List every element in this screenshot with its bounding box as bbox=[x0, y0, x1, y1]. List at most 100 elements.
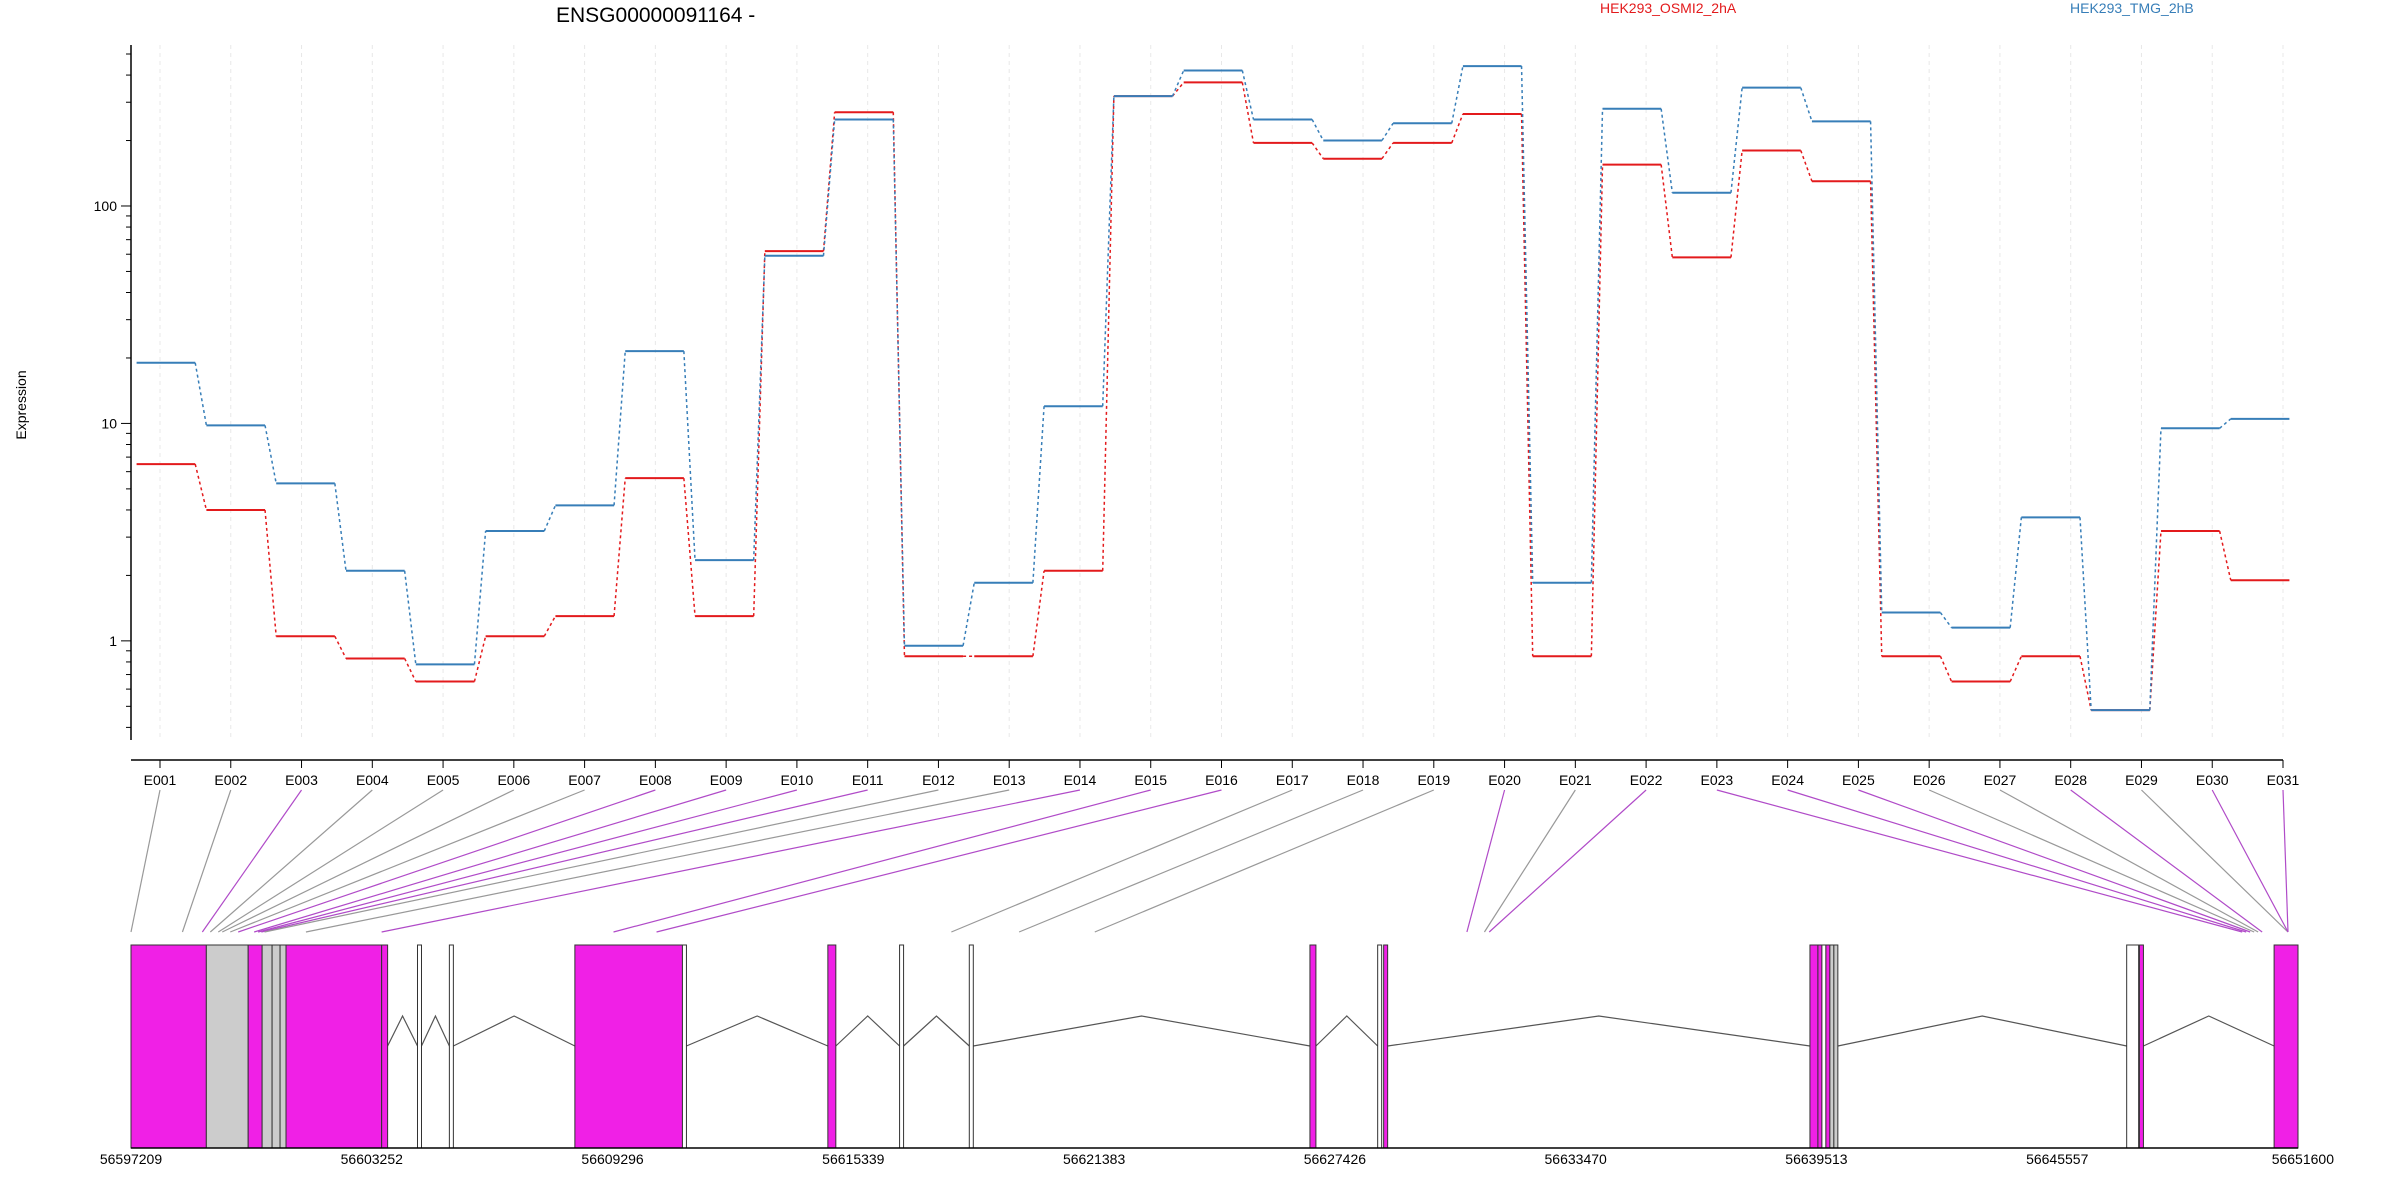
series-transition bbox=[2079, 517, 2092, 711]
series-transition bbox=[1520, 113, 1534, 657]
series-transition bbox=[264, 425, 277, 484]
intron-line bbox=[835, 1015, 900, 1047]
exon-label: E020 bbox=[1488, 772, 1521, 788]
exon-label: E003 bbox=[285, 772, 318, 788]
exon-label: E014 bbox=[1064, 772, 1097, 788]
exon-label: E027 bbox=[1984, 772, 2017, 788]
series-transition bbox=[1381, 122, 1394, 141]
exon-connector bbox=[257, 789, 798, 933]
exon-connector bbox=[201, 789, 303, 933]
exon-connectors bbox=[130, 789, 2289, 933]
exon-block bbox=[261, 944, 273, 1149]
intron-line bbox=[686, 1015, 829, 1047]
series-transition bbox=[1311, 142, 1324, 160]
exon-label: E016 bbox=[1205, 772, 1238, 788]
exon-connector bbox=[181, 789, 232, 933]
genome-coordinate-label: 56597209 bbox=[100, 1151, 163, 1167]
exon-block bbox=[381, 944, 389, 1149]
series-transition bbox=[1241, 82, 1255, 144]
gene-model bbox=[130, 944, 2299, 1149]
exon-block bbox=[1817, 944, 1823, 1149]
exon-connector bbox=[1483, 789, 1576, 933]
exon-label: E007 bbox=[568, 772, 601, 788]
series-transition bbox=[1590, 164, 1604, 657]
series-transition bbox=[194, 362, 208, 426]
exon-label: E019 bbox=[1417, 772, 1450, 788]
series-transition bbox=[1730, 150, 1743, 258]
chart-title: ENSG00000091164 - bbox=[556, 4, 755, 27]
exon-connector bbox=[1858, 789, 2251, 933]
exon-connector bbox=[1999, 789, 2259, 933]
series-transition bbox=[2219, 418, 2232, 429]
series-transition bbox=[1939, 655, 1953, 682]
genome-coordinate-label: 56621383 bbox=[1063, 1151, 1126, 1167]
exon-connector bbox=[2070, 789, 2263, 933]
series-transition bbox=[1660, 164, 1674, 258]
exon-block bbox=[1829, 944, 1835, 1149]
genome-coordinate-label: 56645557 bbox=[2026, 1151, 2089, 1167]
series-transition bbox=[1101, 96, 1115, 407]
exon-block bbox=[968, 944, 974, 1149]
series-transition bbox=[1869, 181, 1883, 657]
series-transition bbox=[1520, 66, 1534, 583]
exon-label: E009 bbox=[710, 772, 743, 788]
exon-connector bbox=[951, 789, 1293, 933]
exon-block bbox=[899, 944, 905, 1149]
series-transition bbox=[403, 658, 417, 682]
exon-label: E018 bbox=[1347, 772, 1380, 788]
axes: 1 10 100 bbox=[94, 45, 2283, 761]
exon-connector bbox=[130, 789, 161, 933]
intron-line bbox=[903, 1015, 970, 1047]
series-transition bbox=[264, 509, 277, 637]
series-transition bbox=[1660, 108, 1674, 193]
series-transition bbox=[2009, 517, 2023, 628]
exon-label: E025 bbox=[1842, 772, 1875, 788]
exon-block bbox=[448, 944, 454, 1149]
exon-label: E017 bbox=[1276, 772, 1309, 788]
exon-connector bbox=[1716, 789, 2243, 933]
exon-connector bbox=[222, 789, 515, 933]
series-transition bbox=[1311, 119, 1324, 141]
series-transition bbox=[613, 478, 626, 617]
exon-connector bbox=[217, 789, 444, 933]
exon-label: E024 bbox=[1771, 772, 1804, 788]
exon-connector bbox=[1488, 789, 1647, 933]
y-axis-label: Expression bbox=[13, 370, 29, 439]
y-tick-label: 100 bbox=[94, 198, 118, 214]
exon-block bbox=[247, 944, 263, 1149]
exon-connector bbox=[2141, 789, 2289, 933]
exon-block bbox=[1833, 944, 1839, 1149]
series-transition bbox=[1590, 108, 1604, 583]
exon-block bbox=[279, 944, 287, 1149]
exon-block bbox=[827, 944, 837, 1149]
exon-label: E013 bbox=[993, 772, 1026, 788]
series-transition bbox=[1101, 96, 1115, 571]
exon-block bbox=[1809, 944, 1819, 1149]
legend-series-1: HEK293_OSMI2_2hA bbox=[1600, 0, 1737, 16]
exon-label: E023 bbox=[1701, 772, 1734, 788]
exon-connector bbox=[613, 789, 1151, 933]
series-transition bbox=[403, 570, 417, 665]
genome-coordinate-label: 56627426 bbox=[1304, 1151, 1367, 1167]
series-transition bbox=[1451, 113, 1464, 144]
intron-line bbox=[387, 1014, 419, 1047]
series-2 bbox=[136, 65, 2290, 712]
intron-line bbox=[2143, 1015, 2275, 1047]
series-transition bbox=[1241, 70, 1255, 120]
genome-coordinate-label: 56609296 bbox=[581, 1151, 644, 1167]
exon-label: E026 bbox=[1913, 772, 1946, 788]
series-transition bbox=[962, 582, 976, 646]
series-transition bbox=[1171, 70, 1185, 97]
exon-block bbox=[1821, 944, 1827, 1149]
y-tick-label: 1 bbox=[109, 633, 117, 649]
intron-line bbox=[1315, 1015, 1379, 1047]
series-lines bbox=[136, 65, 2290, 712]
exon-block bbox=[271, 944, 281, 1149]
series-transition bbox=[1800, 150, 1813, 182]
series-transition bbox=[1939, 612, 1953, 629]
series-transition bbox=[473, 636, 487, 682]
exon-connector bbox=[1787, 789, 2247, 933]
exon-connector bbox=[238, 789, 656, 933]
series-1 bbox=[136, 81, 2290, 712]
